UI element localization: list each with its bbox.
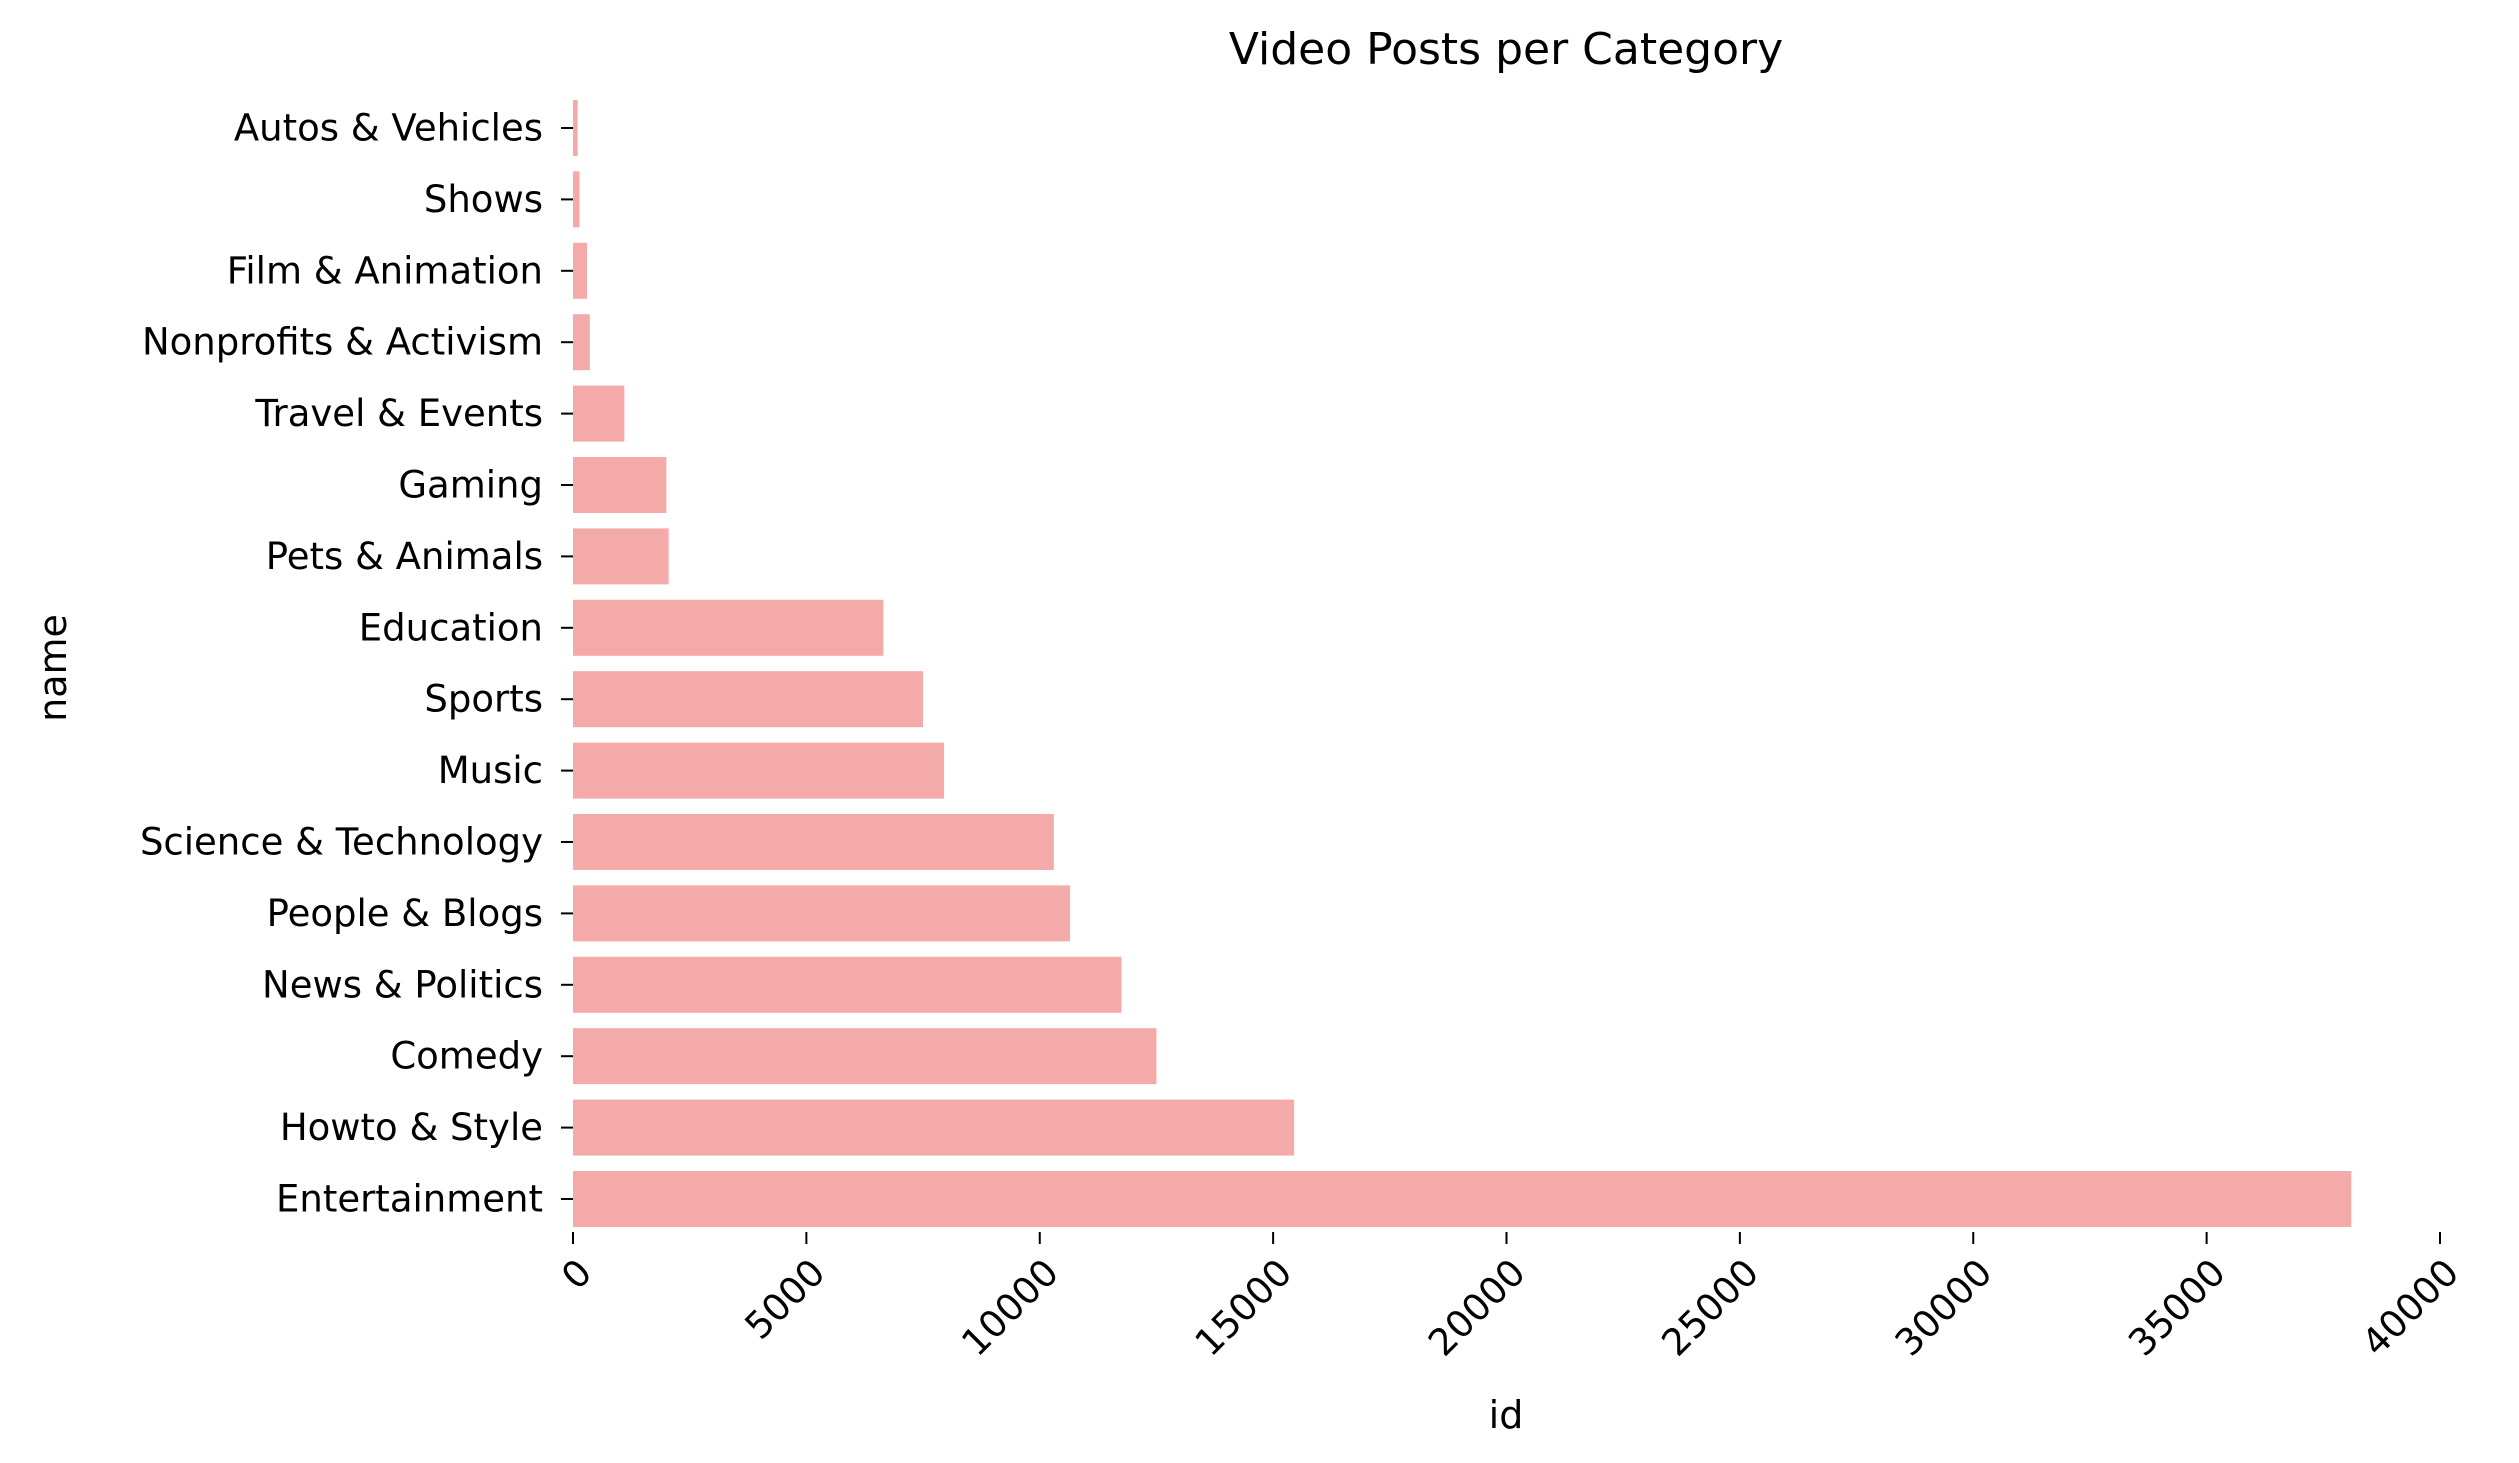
bar: [573, 314, 590, 371]
bar: [573, 100, 578, 156]
y-tick-label: News & Politics: [262, 963, 543, 1006]
bar: [573, 885, 1071, 942]
y-tick-label: Travel & Events: [254, 392, 543, 435]
y-tick-label: Comedy: [390, 1035, 543, 1078]
bar: [573, 671, 924, 728]
x-axis-label: id: [1489, 1393, 1524, 1437]
y-tick-label: People & Blogs: [267, 892, 543, 935]
x-tick-label: 5000: [737, 1251, 834, 1348]
y-tick-label: Film & Animation: [227, 249, 543, 292]
chart-title: Video Posts per Category: [1229, 24, 1783, 75]
y-tick-label: Education: [359, 606, 543, 649]
bars-group: [573, 100, 2352, 1227]
y-tick-label: Science & Technology: [140, 821, 543, 864]
x-tick-label: 35000: [2120, 1251, 2234, 1365]
bar: [573, 1099, 1295, 1156]
x-tick-label: 40000: [2354, 1251, 2468, 1365]
bar: [573, 814, 1054, 870]
bar: [573, 1171, 2352, 1227]
bar: [573, 1028, 1157, 1085]
y-tick-label: Pets & Animals: [266, 535, 543, 578]
y-tick-label: Autos & Vehicles: [234, 107, 543, 150]
bar: [573, 742, 945, 799]
y-tick-label: Music: [438, 749, 543, 792]
x-tick-label: 15000: [1187, 1251, 1301, 1365]
bar: [573, 528, 669, 585]
y-tick-label: Sports: [424, 678, 543, 721]
y-tick-label: Shows: [424, 178, 543, 221]
x-tick-label: 0: [553, 1251, 600, 1298]
bar: [573, 599, 884, 656]
y-tick-label: Nonprofits & Activism: [142, 321, 543, 364]
y-axis-label: name: [31, 614, 75, 722]
bar: [573, 385, 625, 442]
x-tick-label: 25000: [1653, 1251, 1767, 1365]
bar: [573, 956, 1122, 1013]
bar: [573, 171, 580, 228]
x-tick-label: 20000: [1420, 1251, 1534, 1365]
y-tick-label: Entertainment: [276, 1178, 543, 1221]
y-tick-label: Gaming: [398, 464, 543, 507]
x-tick-label: 30000: [1887, 1251, 2001, 1365]
y-axis: Autos & Vehicles Shows Film & Animation Non…: [140, 107, 573, 1221]
bar: [573, 242, 588, 299]
x-tick-label: 10000: [953, 1251, 1067, 1365]
y-tick-label: Howto & Style: [280, 1106, 543, 1149]
x-axis: 0 5000 10000 15000 20000 25000 30000 35000 40000: [553, 1232, 2467, 1364]
bar: [573, 457, 667, 513]
